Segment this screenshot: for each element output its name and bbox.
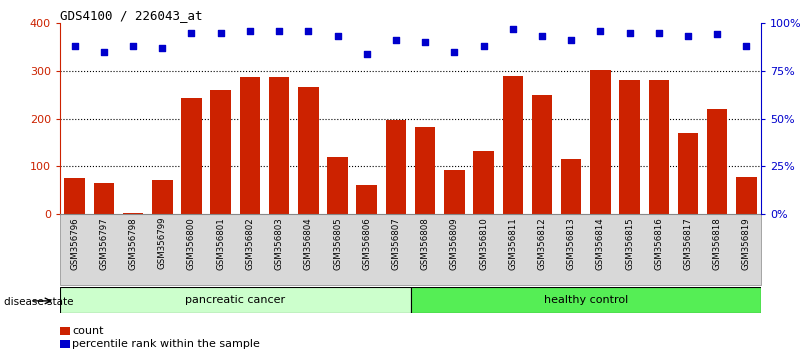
Point [710,32,723,37]
Bar [94,183,114,214]
Bar [298,87,319,214]
Point [740,43,753,49]
Point [652,30,665,35]
Bar [211,90,231,214]
Point [389,38,402,43]
Point [536,34,549,39]
Bar [532,95,552,214]
Bar [590,70,610,214]
Bar [619,80,640,214]
Text: percentile rank within the sample: percentile rank within the sample [72,339,260,349]
Point [68,43,81,49]
Point [215,30,227,35]
Bar [123,213,143,214]
Bar [410,287,761,313]
Point [682,34,694,39]
Text: disease state: disease state [4,297,74,307]
Point [360,51,373,56]
Bar [736,177,757,214]
Point [477,43,490,49]
Point [156,45,169,51]
Bar [239,76,260,214]
Point [244,28,256,34]
Bar [181,98,202,214]
Bar [152,180,172,214]
Text: count: count [72,326,103,336]
Bar [415,127,435,214]
Bar [328,157,348,214]
Point [594,28,606,34]
Bar [502,75,523,214]
Point [185,30,198,35]
Point [419,39,432,45]
Text: GDS4100 / 226043_at: GDS4100 / 226043_at [60,9,203,22]
Bar [356,185,377,214]
Point [565,38,578,43]
Bar [269,76,289,214]
Point [331,34,344,39]
Bar [473,150,493,214]
Point [623,30,636,35]
Bar [386,120,406,214]
Point [127,43,139,49]
Bar [678,133,698,214]
Bar [444,170,465,214]
Point [272,28,285,34]
Text: healthy control: healthy control [544,295,628,305]
Text: pancreatic cancer: pancreatic cancer [185,295,285,305]
Bar [60,287,410,313]
Bar [707,109,727,214]
Point [448,49,461,55]
Bar [649,80,669,214]
Point [98,49,111,55]
Point [302,28,315,34]
Point [506,26,519,32]
Bar [561,159,582,214]
Bar [64,178,85,214]
